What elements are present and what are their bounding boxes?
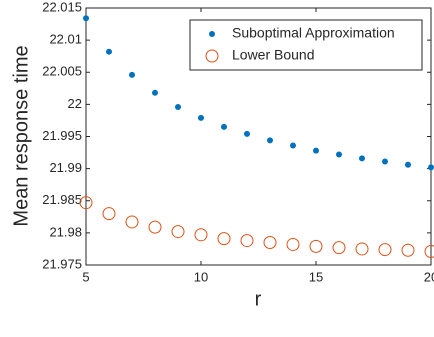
point xyxy=(290,142,296,149)
point xyxy=(221,123,227,130)
point xyxy=(309,239,323,253)
point xyxy=(263,236,277,250)
y-axis-label: Mean response time xyxy=(10,45,32,226)
x-tick-label: 5 xyxy=(82,269,89,284)
y-tick-label: 21.975 xyxy=(42,256,82,271)
point xyxy=(313,147,319,154)
y-tick-label: 21.985 xyxy=(42,192,82,207)
point xyxy=(378,243,392,257)
point xyxy=(267,137,273,144)
point xyxy=(148,220,162,234)
point xyxy=(355,242,369,256)
point xyxy=(125,215,139,229)
point xyxy=(175,103,181,110)
point xyxy=(359,155,365,162)
point xyxy=(79,196,93,210)
y-tick-label: 21.99 xyxy=(49,160,82,175)
point xyxy=(83,15,89,22)
point xyxy=(244,130,250,137)
point xyxy=(171,225,185,239)
point xyxy=(240,234,254,248)
y-tick-label: 22.01 xyxy=(49,32,82,47)
x-tick-label: 10 xyxy=(194,269,208,284)
x-tick-label: 15 xyxy=(309,269,323,284)
point xyxy=(198,114,204,121)
y-tick-label: 22.005 xyxy=(42,64,82,79)
point xyxy=(102,207,116,221)
point xyxy=(424,245,434,259)
point xyxy=(152,89,158,96)
y-tick-label: 22.015 xyxy=(42,0,82,14)
point xyxy=(129,71,135,78)
y-tick-label: 21.98 xyxy=(49,224,82,239)
legend-marker xyxy=(205,49,219,63)
y-tick-label: 21.995 xyxy=(42,128,82,143)
point xyxy=(106,48,112,55)
point xyxy=(217,232,231,246)
point xyxy=(401,243,415,257)
point xyxy=(405,161,411,168)
legend-label: Suboptimal Approximation xyxy=(232,25,395,41)
legend-marker xyxy=(209,31,215,37)
legend-label: Lower Bound xyxy=(232,47,315,63)
point xyxy=(428,164,434,171)
x-axis-label: r xyxy=(255,288,262,310)
point xyxy=(286,237,300,251)
point xyxy=(194,228,208,242)
point xyxy=(332,241,346,255)
point xyxy=(382,158,388,165)
point xyxy=(336,151,342,158)
x-tick-label: 20 xyxy=(424,269,434,284)
y-tick-label: 22 xyxy=(68,96,82,111)
legend-box xyxy=(189,19,423,71)
